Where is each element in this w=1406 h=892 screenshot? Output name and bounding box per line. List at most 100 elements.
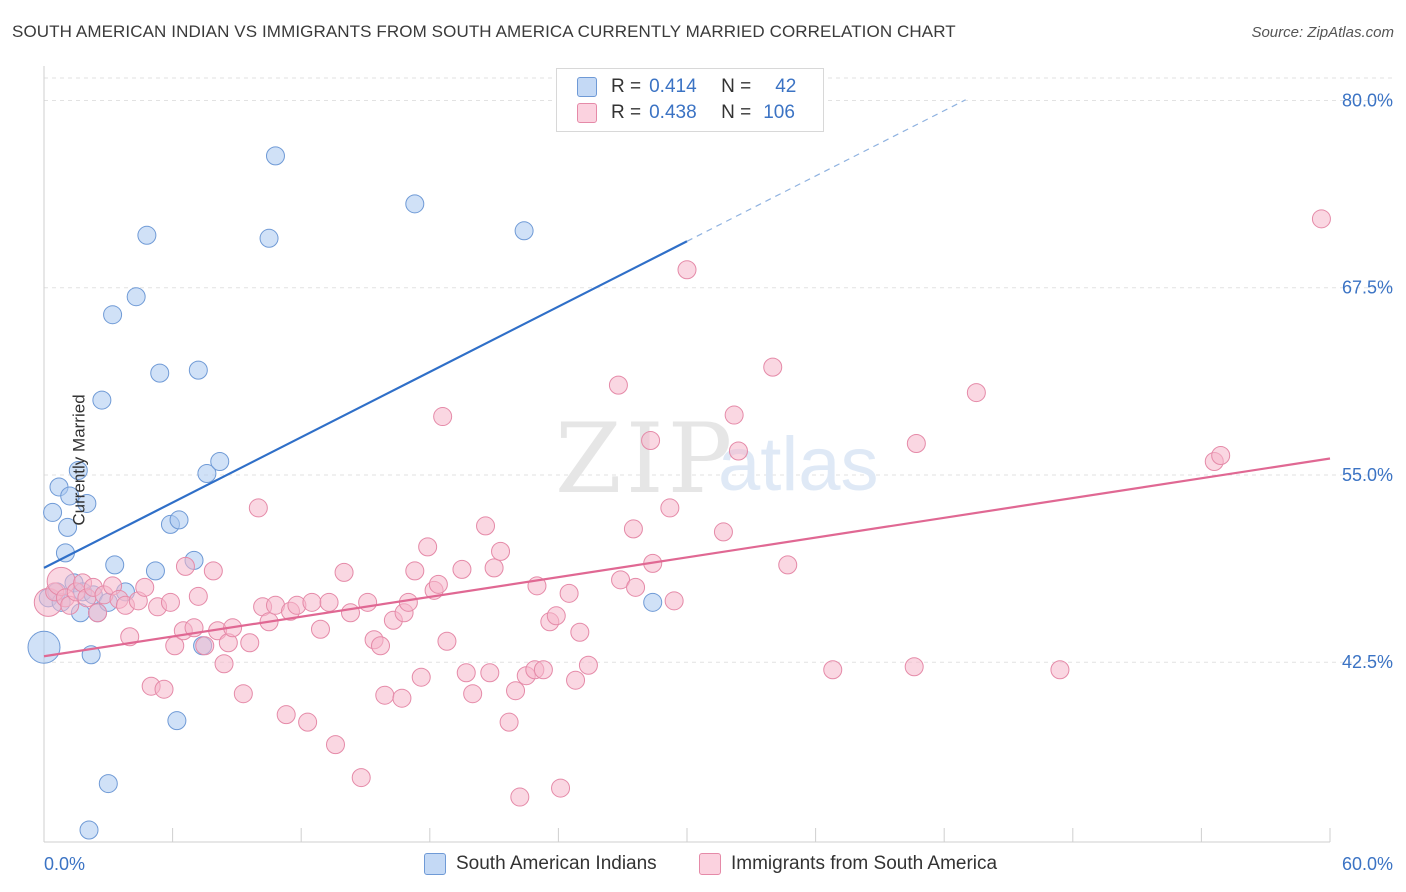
point-immigrant-south-america [724, 405, 744, 425]
trend-lines [43, 99, 1331, 658]
point-immigrant-south-america [154, 679, 174, 699]
legend-n-value: 106 [763, 102, 795, 123]
point-immigrant-south-america [578, 655, 598, 675]
bottom-legend-swatch-pink [699, 853, 721, 875]
point-immigrant-south-america [484, 558, 504, 578]
x-tick-label-max: 60.0% [1342, 854, 1393, 874]
legend-n-label: N = [721, 76, 752, 97]
point-immigrant-south-america [160, 592, 180, 612]
point-immigrant-south-america [906, 434, 926, 454]
point-south-american-indian [167, 711, 187, 731]
point-immigrant-south-america [1311, 209, 1331, 229]
point-immigrant-south-america [188, 586, 208, 606]
point-immigrant-south-america [233, 684, 253, 704]
point-immigrant-south-america [476, 516, 496, 536]
point-south-american-indian [145, 561, 165, 581]
point-immigrant-south-america [135, 577, 155, 597]
point-south-american-indian [265, 146, 285, 166]
legend-r-value: 0.414 [649, 76, 697, 97]
point-immigrant-south-america [904, 657, 924, 677]
trend-line-blue [43, 240, 688, 569]
point-south-american-indian [197, 463, 217, 483]
point-immigrant-south-america [334, 562, 354, 582]
point-south-american-indian [126, 287, 146, 307]
series-immigrants-from-south-america [33, 209, 1331, 807]
point-south-american-indian [105, 555, 125, 575]
point-south-american-indian [92, 390, 112, 410]
axes [43, 66, 1331, 843]
trend-line-blue-extension [686, 99, 966, 242]
point-immigrant-south-america [214, 654, 234, 674]
point-immigrant-south-america [510, 787, 530, 807]
point-immigrant-south-america [456, 663, 476, 683]
bottom-legend-swatch-blue [424, 853, 446, 875]
point-immigrant-south-america [375, 685, 395, 705]
point-immigrant-south-america [428, 574, 448, 594]
trend-line-pink [43, 457, 1331, 658]
legend-swatch-blue [577, 77, 597, 97]
point-south-american-indian [188, 360, 208, 380]
point-immigrant-south-america [559, 583, 579, 603]
grid-lines [44, 77, 1392, 663]
legend-r-value: 0.438 [649, 102, 697, 123]
point-immigrant-south-america [546, 606, 566, 626]
legend-r-label: R = [611, 102, 642, 123]
point-south-american-indian [43, 502, 63, 522]
point-immigrant-south-america [641, 431, 661, 451]
correlation-legend: R = 0.414 N = 42 R = 0.438 N = 106 [556, 68, 824, 132]
point-immigrant-south-america [566, 670, 586, 690]
point-immigrant-south-america [276, 705, 296, 725]
point-immigrant-south-america [405, 561, 425, 581]
legend-n-value: 42 [775, 76, 797, 97]
point-south-american-indian [77, 493, 97, 513]
legend-swatch-pink [577, 103, 597, 123]
bottom-legend-label-pink: Immigrants from South America [731, 853, 998, 874]
point-immigrant-south-america [248, 498, 268, 518]
point-south-american-indian [68, 460, 88, 480]
x-tick-label-min: 0.0% [44, 854, 85, 874]
point-immigrant-south-america [480, 663, 500, 683]
point-immigrant-south-america [763, 357, 783, 377]
point-south-american-indian [60, 486, 80, 506]
point-immigrant-south-america [437, 631, 457, 651]
point-immigrant-south-america [533, 660, 553, 680]
point-immigrant-south-america [1211, 446, 1231, 466]
y-tick-label: 55.0% [1342, 465, 1393, 485]
point-immigrant-south-america [623, 519, 643, 539]
point-immigrant-south-america [452, 559, 472, 579]
y-tick-label: 67.5% [1342, 278, 1393, 298]
point-immigrant-south-america [499, 712, 519, 732]
y-tick-label: 80.0% [1342, 90, 1393, 110]
point-immigrant-south-america [319, 592, 339, 612]
point-immigrant-south-america [392, 688, 412, 708]
point-immigrant-south-america [778, 555, 798, 575]
point-immigrant-south-america [664, 591, 684, 611]
point-immigrant-south-america [195, 636, 215, 656]
source-label: Source: ZipAtlas.com [1251, 24, 1394, 41]
point-south-american-indian [103, 305, 123, 325]
y-axis-label: Currently Married [69, 394, 89, 526]
point-south-american-indian [58, 517, 78, 537]
point-immigrant-south-america [463, 684, 483, 704]
point-immigrant-south-america [298, 712, 318, 732]
point-immigrant-south-america [506, 681, 526, 701]
point-south-american-indian [259, 228, 279, 248]
point-immigrant-south-america [302, 592, 322, 612]
point-immigrant-south-america [1050, 660, 1070, 680]
bottom-legend-label-blue: South American Indians [456, 853, 657, 874]
point-immigrant-south-america [660, 498, 680, 518]
point-immigrant-south-america [626, 577, 646, 597]
point-south-american-indian [643, 592, 663, 612]
point-immigrant-south-america [823, 660, 843, 680]
point-south-american-indian [169, 510, 189, 530]
point-south-american-indian [405, 194, 425, 214]
point-immigrant-south-america [491, 541, 511, 561]
point-immigrant-south-america [175, 556, 195, 576]
point-immigrant-south-america [570, 622, 590, 642]
point-immigrant-south-america [411, 667, 431, 687]
point-immigrant-south-america [351, 768, 371, 788]
y-tick-label: 42.5% [1342, 652, 1393, 672]
bottom-legend-blue: South American Indians [424, 850, 657, 878]
point-immigrant-south-america [310, 619, 330, 639]
